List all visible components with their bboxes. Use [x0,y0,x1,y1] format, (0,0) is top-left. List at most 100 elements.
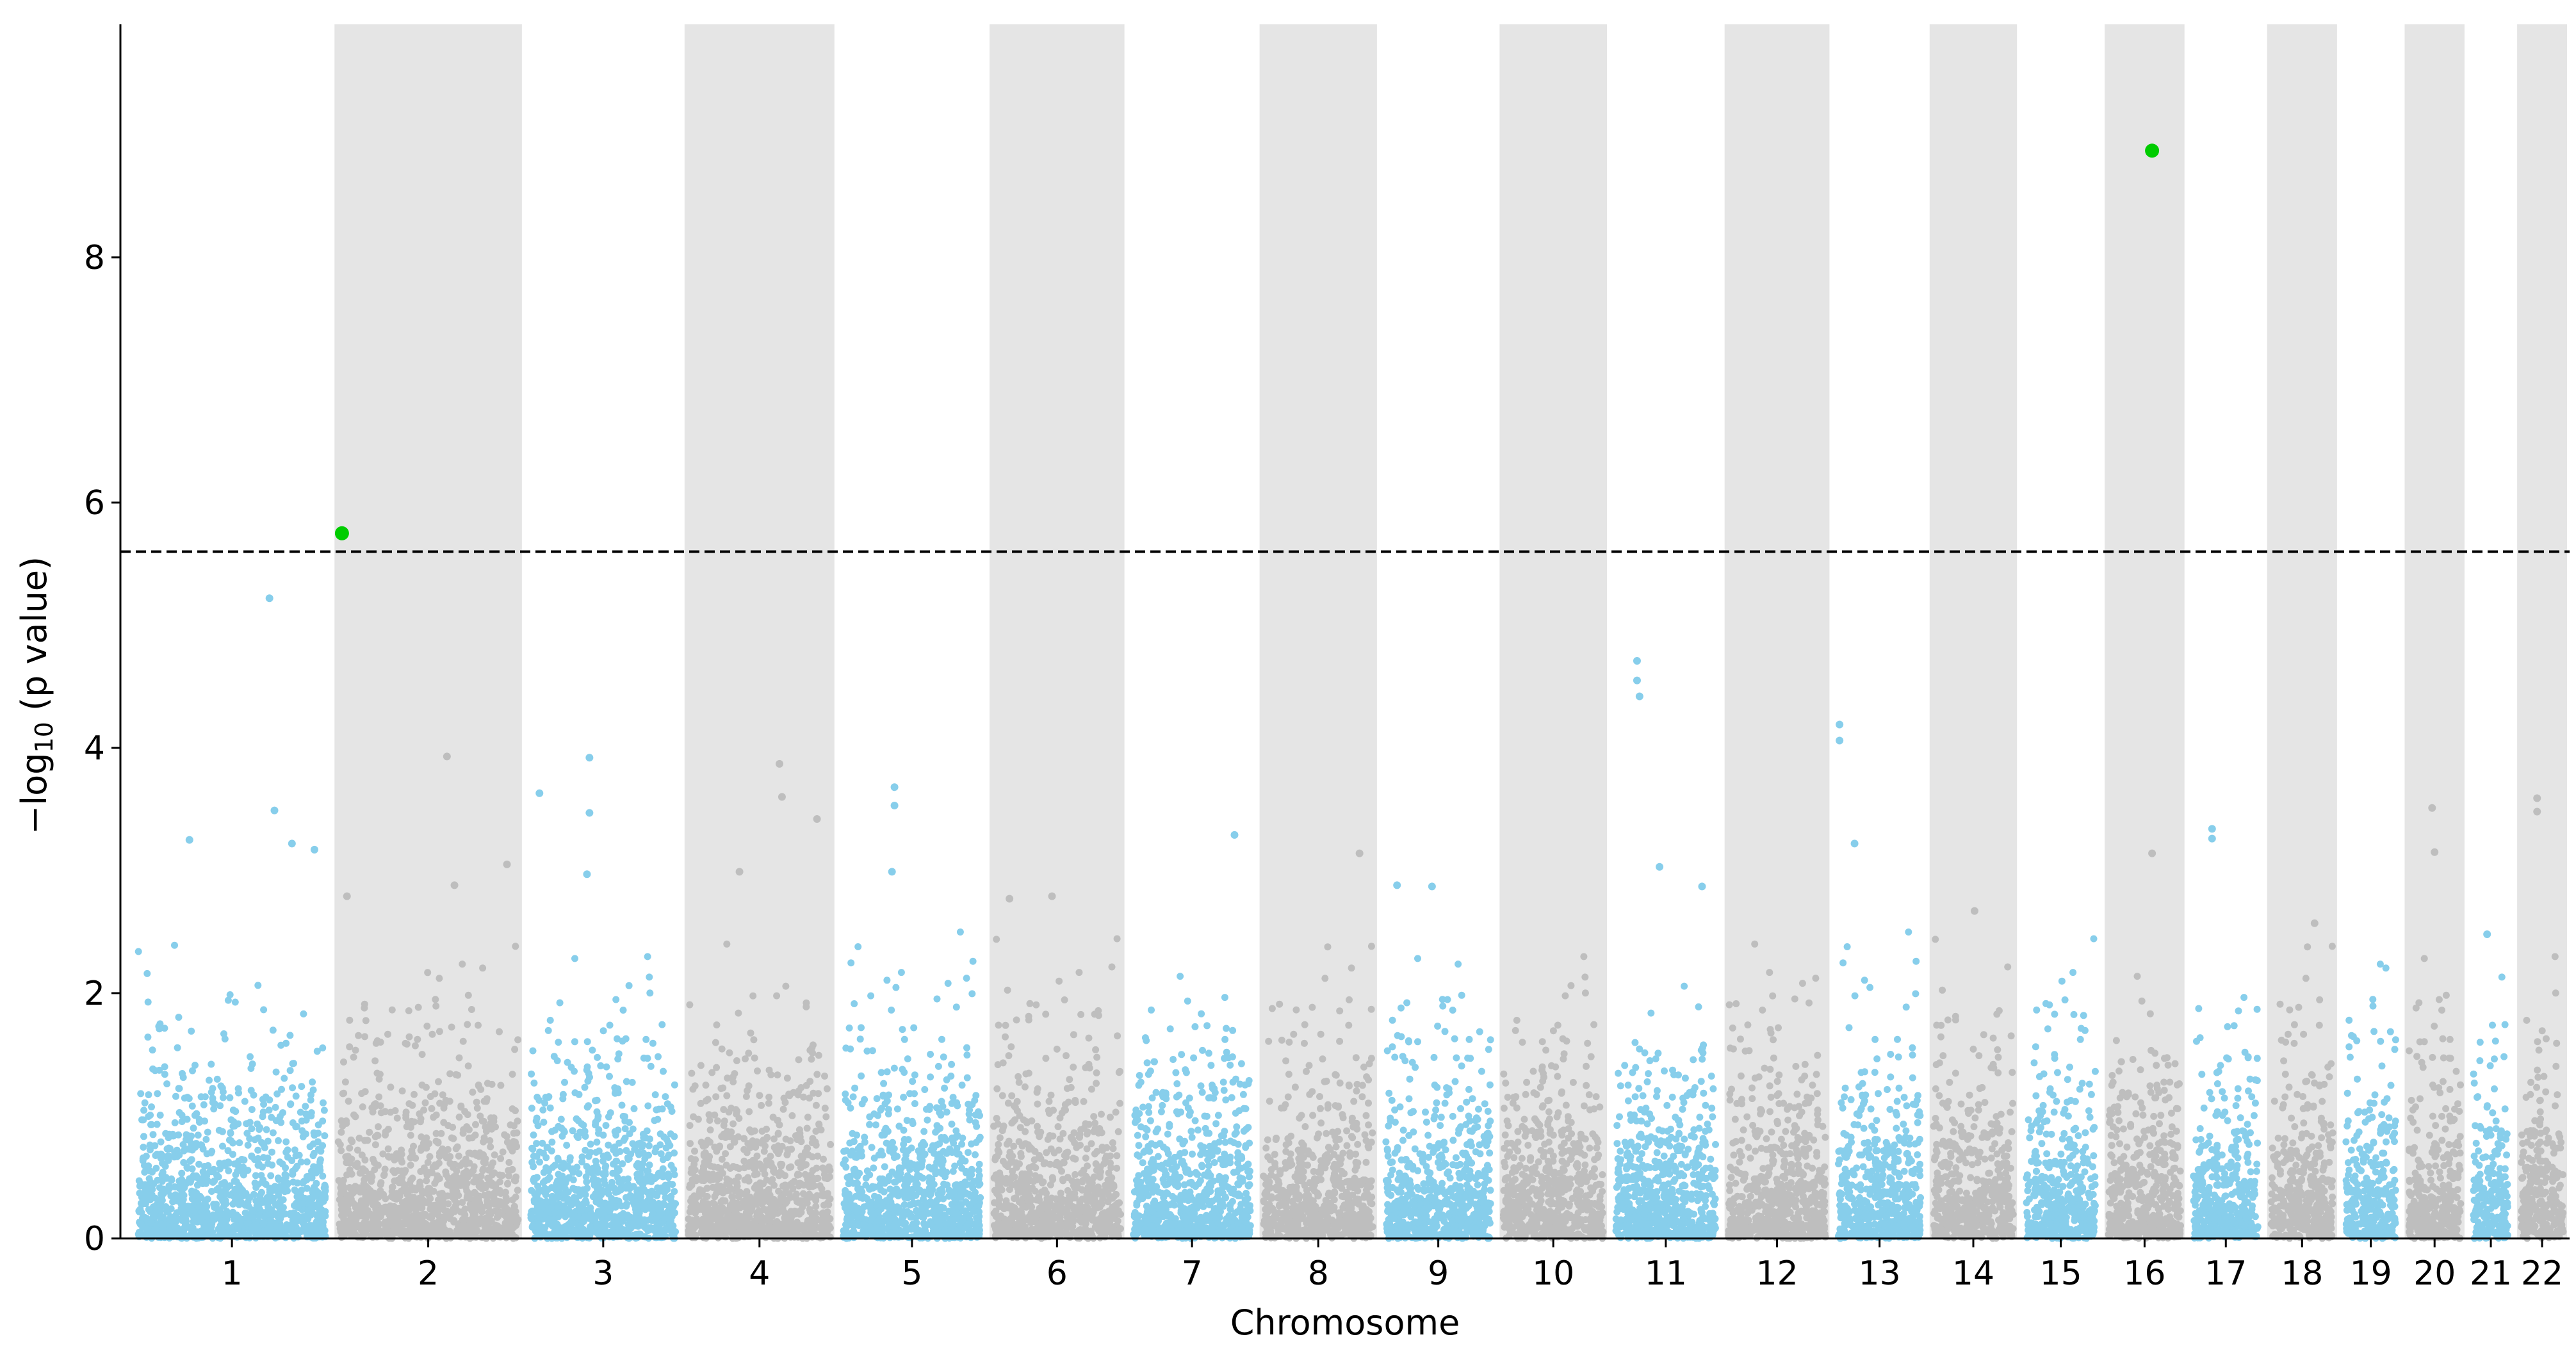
chromosome-band-8 [1259,24,1377,1238]
snp-point [970,1208,977,1215]
snp-point [770,1199,778,1207]
snp-point [890,1222,898,1229]
snp-point [890,1064,898,1072]
snp-point [343,1192,351,1199]
snp-point [348,1138,356,1146]
snp-point [968,990,976,998]
snp-point [219,1142,226,1150]
snp-point [459,1130,467,1137]
snp-point [477,1172,485,1180]
chromosome-points-1 [135,941,329,1242]
snp-point [156,1020,164,1028]
snp-point [940,1147,947,1155]
snp-point [138,1199,146,1207]
snp-point [241,1098,249,1105]
snp-point [218,1180,225,1188]
snp-point [460,1169,468,1177]
snp-point [710,1199,717,1207]
snp-point [340,1231,348,1238]
snp-point [861,1096,868,1103]
snp-point [644,953,651,961]
snp-point [969,957,977,965]
snp-point [141,1099,149,1107]
snp-point [315,1205,323,1213]
snp-point [766,1192,774,1199]
snp-point [457,1162,464,1169]
snp-point [188,1027,195,1035]
snp-point [593,1096,601,1104]
snp-point [457,1102,465,1110]
chromosome-points-2 [334,943,522,1242]
snp-point [774,1150,782,1158]
snp-point [630,1222,638,1229]
snp-point [310,1149,318,1157]
snp-point [761,1171,769,1178]
snp-point [226,991,234,998]
snp-point [589,1046,596,1054]
snp-point [145,1091,152,1099]
snp-point [733,1057,740,1064]
snp-point [602,1122,610,1130]
snp-point [827,1140,835,1148]
snp-point [930,1149,938,1157]
snp-point [704,1137,712,1144]
snp-point [921,1086,929,1093]
snp-point [649,1201,656,1208]
snp-point [627,1195,635,1202]
snp-point [407,1199,414,1206]
chromosome-bands [334,24,2567,1238]
snp-point [750,1036,758,1044]
snp-point [623,1147,630,1155]
snp-point [175,1131,183,1139]
snp-point [788,1180,795,1187]
snp-point [849,1130,856,1137]
snp-point [646,1161,653,1169]
snp-point [388,1006,396,1014]
snp-point [216,1165,224,1172]
snp-point [795,1182,803,1190]
snp-point [708,1224,715,1231]
snp-point [900,1210,907,1218]
snp-point [624,1156,632,1163]
snp-point [284,1153,291,1161]
snp-point [180,1159,188,1166]
snp-point [491,1151,498,1159]
snp-point [587,1140,594,1148]
snp-point [358,1090,366,1098]
snp-point [172,1092,179,1100]
snp-point [671,1188,678,1196]
snp-point [922,1199,929,1206]
snp-point [407,1131,414,1139]
snp-point [667,1103,674,1111]
snp-point [630,1105,638,1112]
snp-point [254,1146,262,1154]
snp-point [975,1167,982,1174]
snp-point [487,1192,494,1199]
snp-point [733,1179,741,1187]
snp-point [221,1159,229,1167]
snp-point [192,1143,199,1151]
snp-point [585,1102,592,1110]
snp-point [667,1217,674,1224]
snp-point [575,1090,583,1098]
snp-point [735,1009,742,1017]
snp-point [947,1190,955,1197]
snp-point [168,1176,175,1184]
snp-point [391,1107,399,1114]
snp-point [238,1199,245,1206]
snp-point [755,1214,763,1222]
snp-point [749,1137,756,1145]
snp-point [161,1229,168,1236]
snp-point [372,1206,380,1213]
snp-point [237,1185,245,1192]
snp-point [854,943,862,950]
snp-point [361,1230,369,1238]
snp-point [779,1105,787,1113]
snp-point [843,1147,851,1155]
snp-point [587,1212,594,1219]
snp-point [374,1131,382,1139]
snp-point [354,1146,361,1154]
snp-point [940,1233,948,1241]
snp-point [847,1104,854,1112]
snp-point [282,1138,290,1146]
